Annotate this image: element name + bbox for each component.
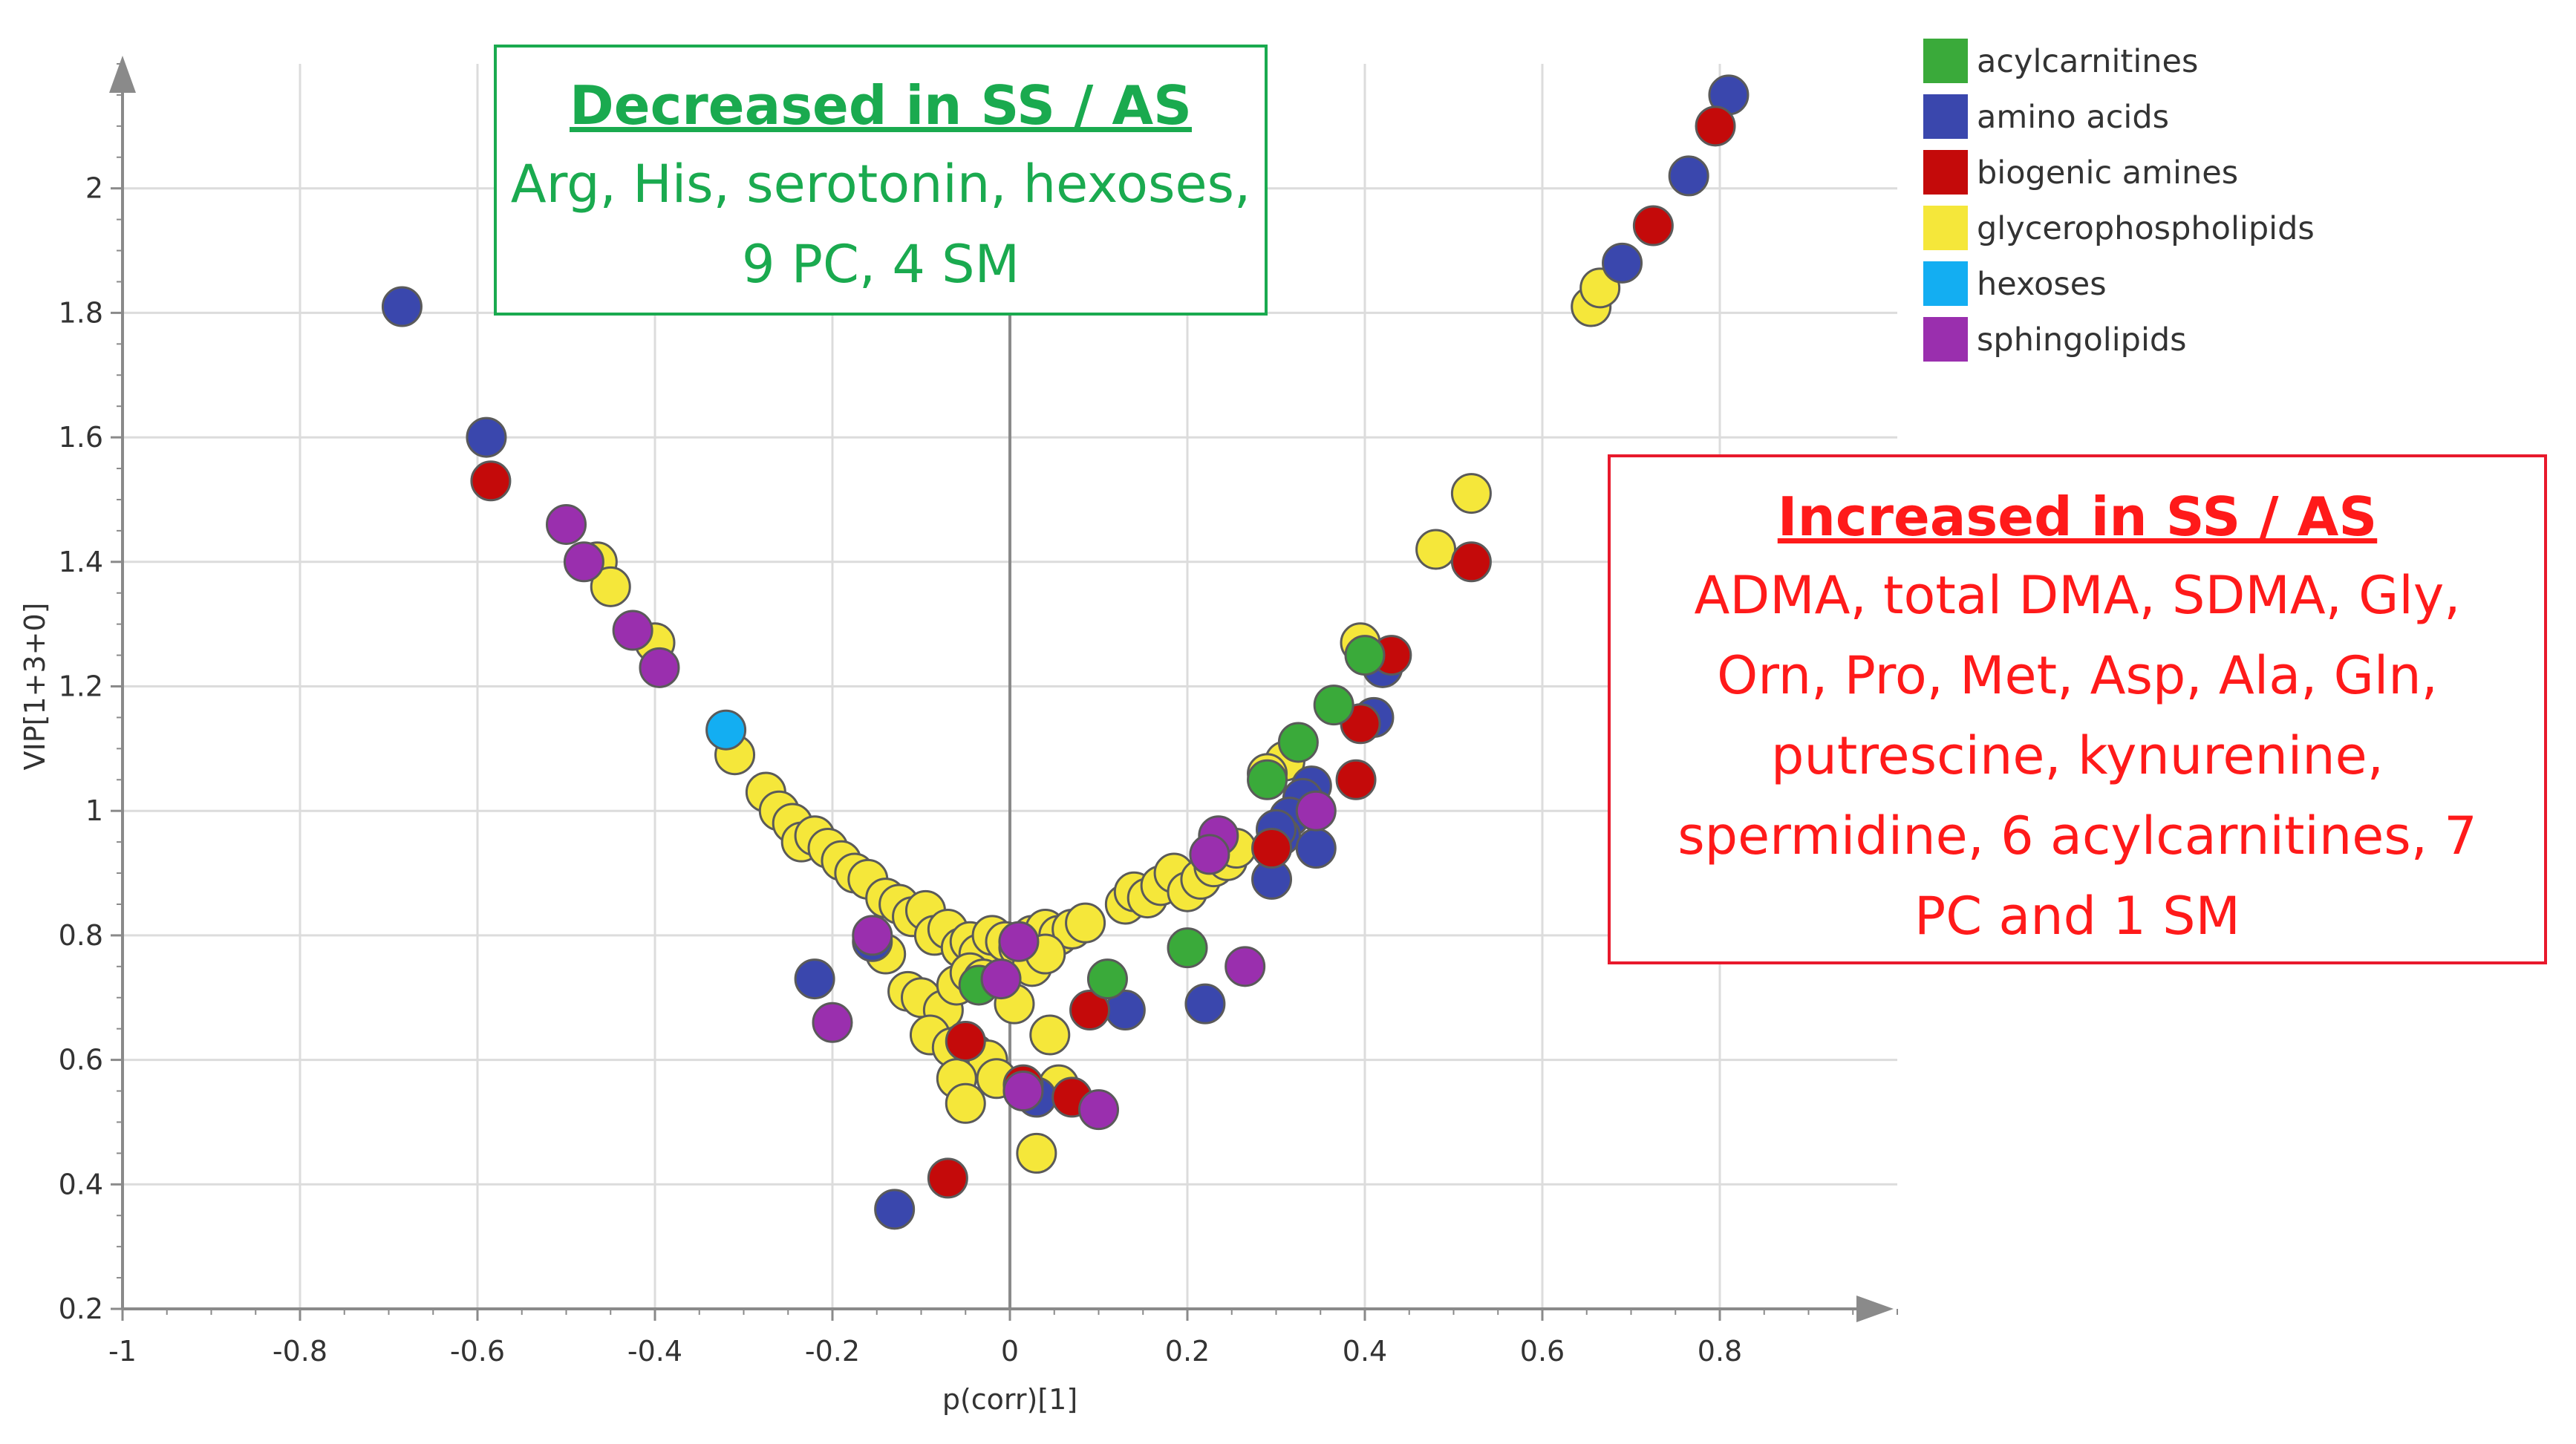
point-sphingolipids <box>812 1002 853 1043</box>
y-axis-title: VIP[1+3+0] <box>19 603 51 771</box>
x-tick-label: 0.4 <box>1343 1335 1387 1368</box>
series-glycerophospholipids <box>576 267 1621 1174</box>
legend-label: acylcarnitines <box>1977 43 2198 80</box>
y-tick-label: 1 <box>85 794 103 827</box>
point-sphingolipids <box>980 958 1022 1000</box>
point-sphingolipids <box>1189 834 1230 875</box>
point-biogenic-amines <box>1632 205 1674 246</box>
y-tick-label: 1.6 <box>59 421 103 454</box>
point-amino-acids <box>1295 828 1337 869</box>
point-glycerophospholipids <box>590 566 631 607</box>
axes <box>109 56 1894 1322</box>
point-sphingolipids <box>1295 790 1337 832</box>
decreased-annotation-box: Decreased in SS / AS Arg, His, serotonin… <box>494 45 1268 316</box>
series-sphingolipids <box>546 503 1337 1131</box>
y-tick-label: 0.4 <box>59 1168 103 1200</box>
point-acylcarnitines <box>1277 722 1319 763</box>
point-glycerophospholipids <box>945 1082 986 1124</box>
point-amino-acids <box>381 286 423 327</box>
increased-title: Increased in SS / AS <box>1777 486 2378 548</box>
point-biogenic-amines <box>1251 828 1293 869</box>
legend-swatch <box>1923 150 1968 195</box>
x-tick-label: -0.2 <box>805 1335 860 1368</box>
point-biogenic-amines <box>927 1157 968 1199</box>
legend-swatch <box>1923 261 1968 306</box>
x-tick-label: 0 <box>1001 1335 1019 1368</box>
increased-annotation-box: Increased in SS / AS ADMA, total DMA, SD… <box>1608 454 2547 964</box>
x-tick-label: -0.6 <box>450 1335 505 1368</box>
point-sphingolipids <box>1078 1089 1119 1131</box>
point-biogenic-amines <box>1450 541 1492 583</box>
y-axis-arrow-icon <box>109 56 136 93</box>
legend-label: biogenic amines <box>1977 154 2238 192</box>
point-acylcarnitines <box>1313 685 1354 726</box>
point-sphingolipids <box>998 921 1040 962</box>
legend-label: amino acids <box>1977 99 2169 136</box>
x-tick-label: 0.2 <box>1165 1335 1210 1368</box>
legend-swatch <box>1923 39 1968 83</box>
x-axis-arrow-icon <box>1856 1296 1894 1322</box>
point-acylcarnitines <box>1167 927 1208 969</box>
increased-body: ADMA, total DMA, SDMA, Gly, Orn, Pro, Me… <box>1677 565 2477 947</box>
point-hexoses <box>705 709 747 751</box>
point-sphingolipids <box>563 541 604 583</box>
x-tick-label: 0.8 <box>1698 1335 1742 1368</box>
point-biogenic-amines <box>1695 105 1736 147</box>
point-amino-acids <box>794 958 835 1000</box>
point-acylcarnitines <box>1086 958 1128 1000</box>
x-tick-label: -1 <box>108 1335 137 1368</box>
y-tick-label: 0.6 <box>59 1044 103 1077</box>
legend-swatch <box>1923 94 1968 139</box>
axis-ticks: -1 -0.8 -0.6 -0.4 -0.2 0 0.2 0.4 0.6 0.8 0.2 0.4 0.6… <box>59 63 1898 1368</box>
point-amino-acids <box>1184 983 1226 1025</box>
point-sphingolipids <box>1002 1071 1044 1112</box>
legend-label: hexoses <box>1977 266 2107 303</box>
y-tick-label: 0.2 <box>59 1293 103 1325</box>
legend: acylcarnitines amino acids biogenic amines… <box>1923 39 2315 362</box>
point-amino-acids <box>466 416 507 458</box>
x-tick-label: -0.8 <box>273 1335 327 1368</box>
point-biogenic-amines <box>1335 759 1377 800</box>
point-acylcarnitines <box>1247 759 1288 800</box>
decreased-body: Arg, His, serotonin, hexoses, 9 PC, 4 SM <box>510 154 1251 295</box>
legend-label: sphingolipids <box>1977 321 2187 359</box>
point-amino-acids <box>1668 155 1709 197</box>
series-acylcarnitines <box>958 635 1386 1006</box>
y-tick-label: 1.4 <box>59 546 103 578</box>
legend-swatch <box>1923 206 1968 250</box>
point-sphingolipids <box>546 503 587 545</box>
y-tick-label: 2 <box>85 172 103 205</box>
x-axis-title: p(corr)[1] <box>942 1383 1077 1416</box>
x-tick-label: -0.4 <box>627 1335 682 1368</box>
y-tick-label: 0.8 <box>59 919 103 952</box>
x-tick-label: 0.6 <box>1520 1335 1565 1368</box>
point-glycerophospholipids <box>1016 1132 1057 1174</box>
point-biogenic-amines <box>1069 990 1111 1031</box>
point-amino-acids <box>874 1189 916 1230</box>
data-points <box>381 74 1750 1230</box>
point-glycerophospholipids <box>1029 1014 1071 1056</box>
point-sphingolipids <box>852 915 893 956</box>
point-glycerophospholipids <box>1450 473 1492 514</box>
point-glycerophospholipids <box>1065 902 1106 944</box>
point-amino-acids <box>1602 242 1643 284</box>
point-acylcarnitines <box>1344 635 1386 676</box>
legend-label: glycerophospholipids <box>1977 210 2315 247</box>
point-glycerophospholipids <box>1415 529 1457 570</box>
point-biogenic-amines <box>945 1020 986 1062</box>
y-tick-label: 1.8 <box>59 296 103 329</box>
point-sphingolipids <box>639 647 680 688</box>
legend-swatch <box>1923 317 1968 362</box>
point-sphingolipids <box>612 610 653 651</box>
point-sphingolipids <box>1225 946 1266 987</box>
series-hexoses <box>705 709 747 751</box>
y-tick-label: 1.2 <box>59 670 103 703</box>
decreased-title: Decreased in SS / AS <box>570 74 1192 137</box>
point-biogenic-amines <box>470 460 512 502</box>
